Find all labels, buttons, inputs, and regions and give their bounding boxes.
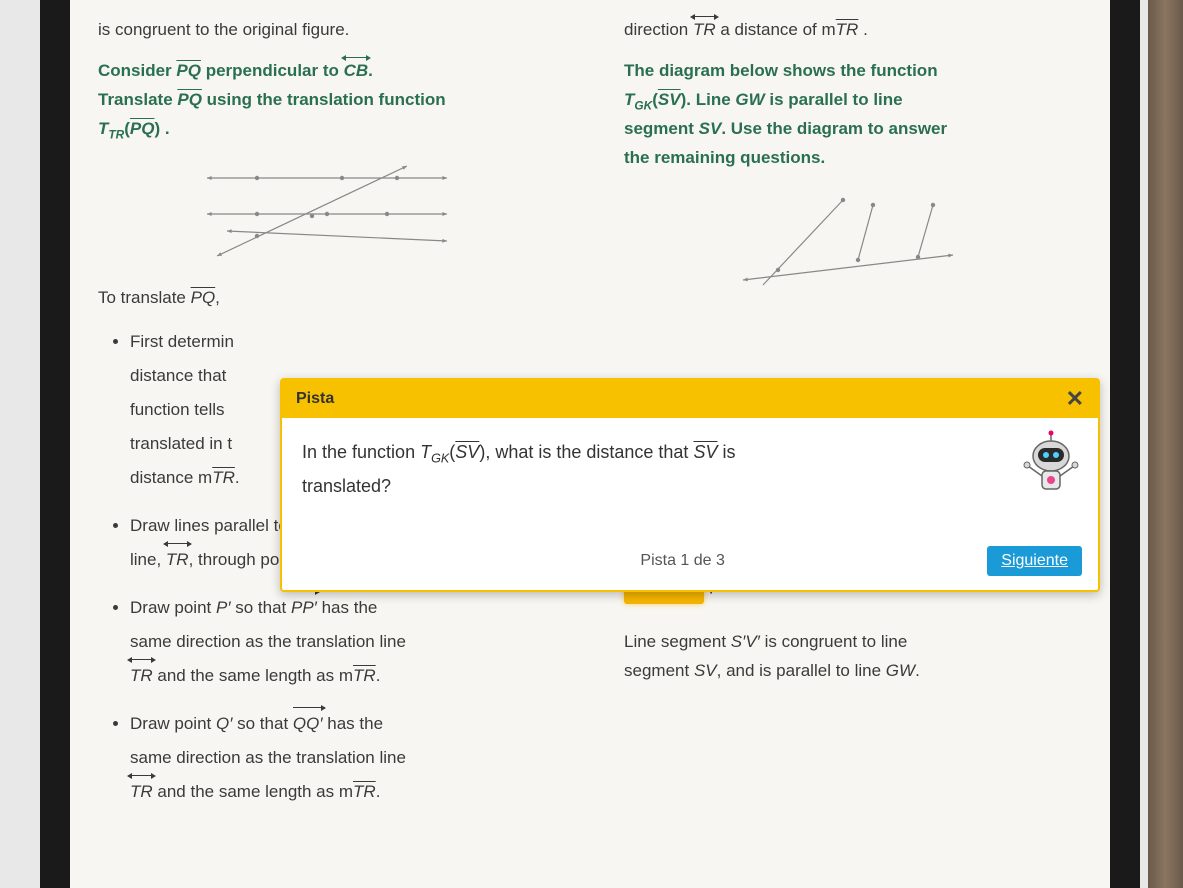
- green-intro: The diagram below shows the function TGK…: [624, 57, 1082, 173]
- consider-block: Consider PQ perpendicular to CB. Transla…: [98, 57, 556, 144]
- hint-body: In the function TGK(SV), what is the dis…: [282, 418, 1098, 538]
- hint-popup: Pista ✕ In the function TGK(SV), what is…: [280, 378, 1100, 592]
- to-translate: To translate PQ,: [98, 284, 556, 313]
- hint-footer: Pista 1 de 3 Siguiente: [282, 538, 1098, 590]
- pq-over: PQ: [176, 57, 201, 86]
- content-columns: is congruent to the original figure. Con…: [80, 8, 1100, 880]
- intro-tail: is congruent to the original figure.: [98, 16, 556, 45]
- top-direction: direction TR a distance of mTR .: [624, 16, 1082, 45]
- list-item: Draw point Q′ so that QQ′ has the same d…: [130, 707, 556, 809]
- conclusion: Line segment S′V′ is congruent to line s…: [624, 628, 1082, 686]
- next-button[interactable]: Siguiente: [987, 546, 1082, 576]
- hint-header: Pista ✕: [282, 380, 1098, 418]
- right-diagram: [723, 185, 983, 295]
- hint-title: Pista: [296, 390, 334, 408]
- device-frame: is congruent to the original figure. Con…: [40, 0, 1140, 888]
- close-icon[interactable]: ✕: [1066, 386, 1084, 412]
- cb-biarrow: CB: [344, 57, 369, 86]
- mascot-icon: [1016, 428, 1086, 508]
- list-item: Draw point P′ so that PP′ has the same d…: [130, 591, 556, 693]
- photo-edge: [1148, 0, 1183, 888]
- hint-counter: Pista 1 de 3: [378, 552, 987, 570]
- left-diagram: [197, 156, 457, 266]
